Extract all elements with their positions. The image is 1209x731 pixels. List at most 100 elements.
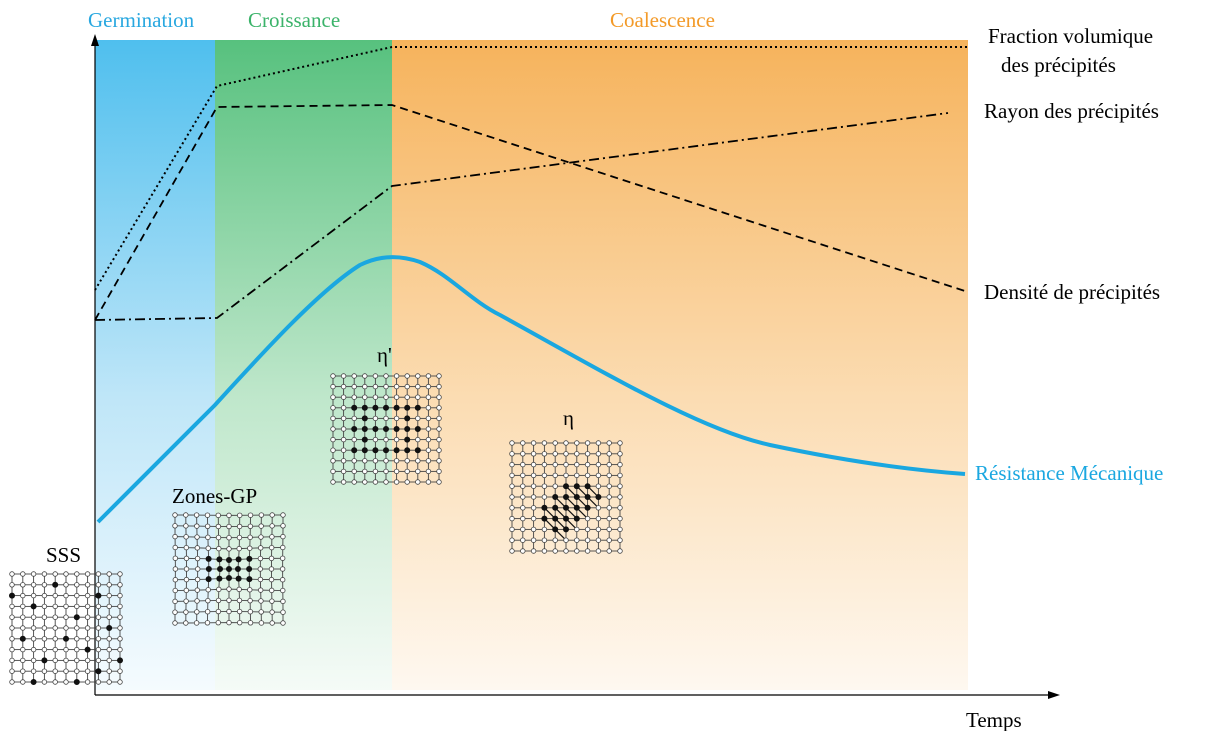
- matrix-atom: [74, 668, 80, 674]
- solute-atom: [205, 576, 212, 583]
- matrix-atom: [509, 505, 515, 511]
- lattice-sss: [8, 571, 124, 686]
- matrix-atom: [215, 523, 222, 530]
- matrix-atom: [9, 679, 15, 685]
- matrix-atom: [541, 483, 548, 489]
- matrix-atom: [95, 571, 102, 577]
- matrix-atom: [606, 515, 612, 522]
- solute-atom: [246, 555, 253, 562]
- matrix-atom: [606, 526, 612, 533]
- matrix-atom: [351, 415, 357, 422]
- matrix-atom: [393, 415, 400, 422]
- matrix-atom: [52, 657, 58, 664]
- solute-atom: [246, 576, 253, 583]
- matrix-atom: [552, 472, 558, 479]
- matrix-atom: [552, 451, 558, 457]
- solute-atom: [563, 504, 570, 511]
- matrix-atom: [84, 636, 91, 642]
- matrix-atom: [30, 657, 37, 664]
- matrix-atom: [606, 451, 612, 457]
- matrix-atom: [372, 468, 379, 475]
- matrix-atom: [520, 515, 526, 522]
- solute-atom: [19, 635, 26, 642]
- matrix-atom: [606, 483, 612, 489]
- matrix-atom: [280, 609, 286, 615]
- matrix-atom: [584, 537, 591, 543]
- matrix-atom: [194, 598, 200, 604]
- matrix-atom: [372, 479, 379, 485]
- matrix-atom: [436, 447, 442, 453]
- matrix-atom: [52, 603, 58, 610]
- solute-atom: [73, 614, 80, 621]
- matrix-atom: [74, 646, 80, 653]
- matrix-atom: [574, 461, 580, 468]
- matrix-atom: [606, 505, 612, 511]
- matrix-atom: [41, 625, 48, 631]
- matrix-atom: [617, 548, 623, 554]
- solute-atom: [361, 425, 368, 432]
- matrix-atom: [30, 636, 37, 642]
- matrix-atom: [30, 625, 37, 631]
- matrix-atom: [63, 657, 69, 664]
- phase-band-germination: [95, 40, 215, 690]
- matrix-atom: [41, 668, 48, 674]
- matrix-atom: [268, 555, 275, 562]
- matrix-atom: [595, 548, 602, 554]
- solute-atom: [52, 581, 59, 588]
- matrix-atom: [20, 668, 26, 674]
- matrix-atom: [425, 383, 432, 390]
- matrix-atom: [236, 523, 243, 530]
- matrix-atom: [520, 494, 526, 500]
- matrix-atom: [183, 566, 190, 572]
- matrix-atom: [383, 383, 389, 390]
- matrix-atom: [236, 597, 243, 604]
- solute-atom: [372, 404, 379, 411]
- matrix-atom: [20, 592, 26, 599]
- matrix-atom: [330, 373, 336, 379]
- matrix-atom: [247, 608, 254, 615]
- matrix-atom: [20, 571, 26, 577]
- matrix-atom: [204, 523, 211, 530]
- matrix-atom: [183, 598, 189, 604]
- matrix-atom: [574, 548, 580, 554]
- matrix-atom: [330, 394, 336, 400]
- matrix-atom: [617, 526, 623, 533]
- matrix-atom: [216, 545, 222, 552]
- matrix-atom: [84, 592, 91, 599]
- matrix-atom: [226, 535, 232, 541]
- label-eta-prime: η': [377, 343, 392, 367]
- matrix-atom: [330, 479, 336, 485]
- matrix-atom: [117, 571, 123, 577]
- solute-atom: [563, 483, 570, 490]
- matrix-atom: [425, 405, 432, 411]
- x-axis-label: Temps: [966, 708, 1022, 731]
- solute-atom: [30, 603, 37, 610]
- matrix-atom: [509, 440, 515, 446]
- matrix-atom: [552, 461, 558, 468]
- matrix-atom: [194, 534, 200, 540]
- matrix-atom: [215, 597, 222, 604]
- matrix-atom: [574, 472, 580, 479]
- matrix-atom: [541, 494, 548, 500]
- matrix-atom: [237, 619, 243, 626]
- matrix-atom: [425, 394, 432, 400]
- matrix-atom: [415, 458, 421, 464]
- matrix-atom: [52, 636, 58, 642]
- matrix-atom: [372, 394, 379, 400]
- matrix-atom: [330, 415, 336, 422]
- matrix-atom: [520, 440, 526, 446]
- matrix-atom: [340, 436, 347, 443]
- matrix-atom: [172, 544, 178, 551]
- matrix-atom: [52, 679, 58, 685]
- matrix-atom: [530, 537, 537, 543]
- matrix-atom: [404, 394, 410, 400]
- solute-atom: [573, 504, 580, 511]
- solute-atom: [414, 425, 421, 432]
- matrix-atom: [84, 571, 91, 577]
- matrix-atom: [236, 608, 243, 615]
- matrix-atom: [340, 415, 347, 422]
- matrix-atom: [74, 603, 80, 610]
- solute-atom: [414, 447, 421, 454]
- matrix-atom: [258, 620, 265, 626]
